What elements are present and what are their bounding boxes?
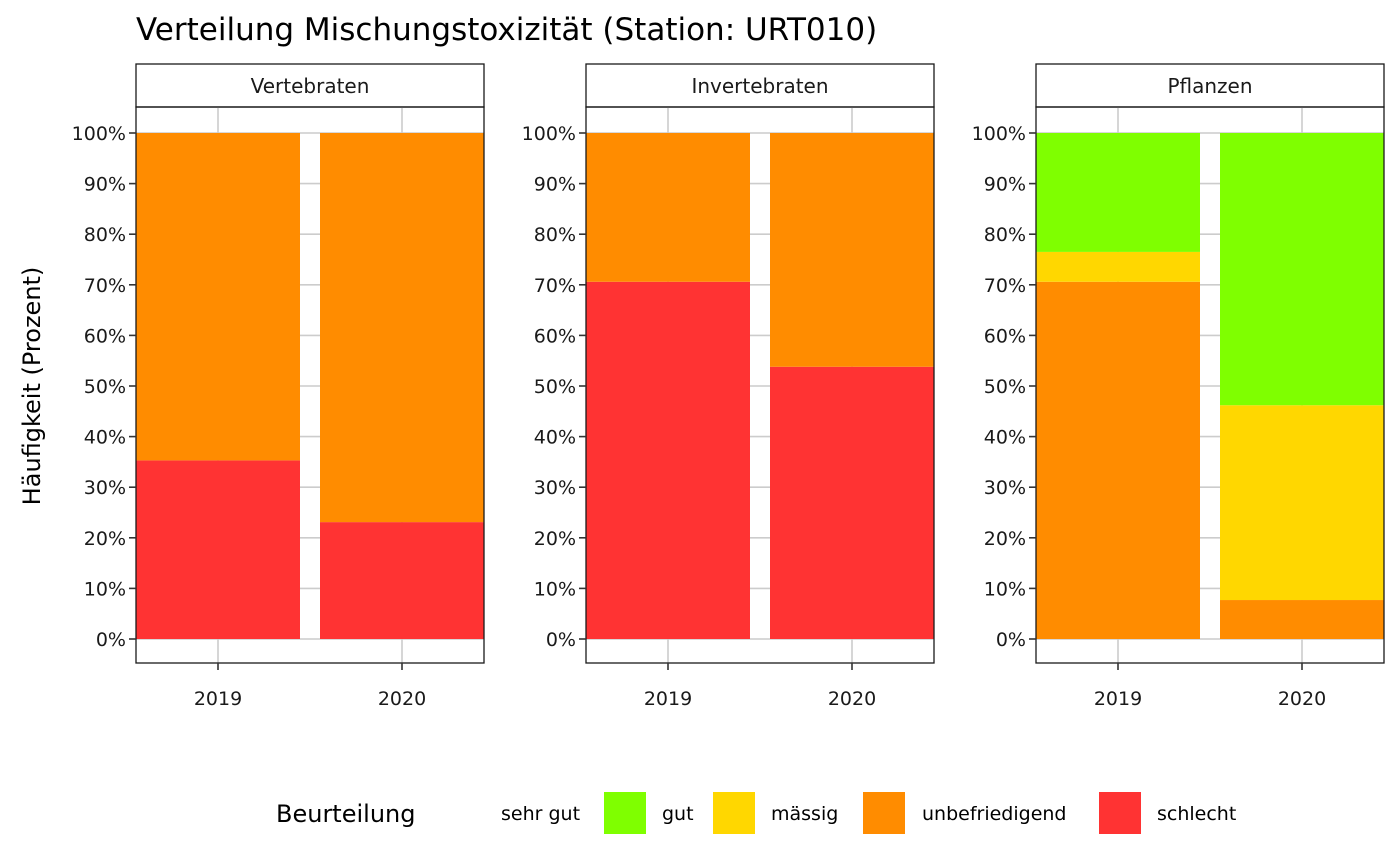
y-tick-label: 50% <box>84 376 126 398</box>
y-tick-label: 10% <box>984 578 1026 600</box>
y-tick-label: 50% <box>534 376 576 398</box>
y-tick-label: 80% <box>84 224 126 246</box>
facet-panels: Vertebraten 0% 10% 20% 30% 40% 50% 60% 70% 80% 90%… <box>72 63 1385 710</box>
x-tick-label: 2020 <box>378 688 426 710</box>
y-tick-label: 20% <box>534 528 576 550</box>
legend-key-gut <box>604 792 646 834</box>
bar-segment-gut-2019 <box>1036 133 1200 252</box>
legend-title: Beurteilung <box>276 800 415 828</box>
x-tick-label: 2019 <box>194 688 242 710</box>
legend-label: unbefriedigend <box>922 803 1067 825</box>
facet-strip-label: Invertebraten <box>691 74 828 98</box>
bar-segment-mässig-2020 <box>1220 405 1384 601</box>
legend: Beurteilung sehr gut gut mässig unbefriedig… <box>276 792 1236 834</box>
bar-segment-mässig-2019 <box>1036 251 1200 282</box>
bar-segment-schlecht-2019 <box>586 281 750 639</box>
y-tick-label: 10% <box>84 578 126 600</box>
bar-segment-schlecht-2020 <box>770 366 934 639</box>
legend-label: sehr gut <box>501 803 580 825</box>
bar-segment-unbefriedigend-2019 <box>1036 281 1200 639</box>
legend-key-schlecht <box>1099 792 1141 834</box>
y-tick-label: 60% <box>534 325 576 347</box>
facet-panel-pflanzen: Pflanzen 0% 10% 20% 30% 40% 50% 60% 70% 80% 90% 100… <box>972 63 1385 710</box>
facet-strip <box>585 63 935 108</box>
y-tick-label: 70% <box>84 275 126 297</box>
y-tick-label: 0% <box>996 629 1026 651</box>
x-tick-label: 2019 <box>644 688 692 710</box>
bar-segment-schlecht-2019 <box>136 460 300 639</box>
y-tick-label: 100% <box>72 123 126 145</box>
y-tick-label: 30% <box>984 477 1026 499</box>
bar-segment-unbefriedigend-2020 <box>770 133 934 367</box>
y-tick-label: 100% <box>972 123 1026 145</box>
x-tick-label: 2020 <box>1278 688 1326 710</box>
x-tick-label: 2020 <box>828 688 876 710</box>
y-tick-label: 20% <box>84 528 126 550</box>
y-tick-label: 50% <box>984 376 1026 398</box>
y-tick-label: 70% <box>534 275 576 297</box>
bar-segment-unbefriedigend-2020 <box>320 133 484 523</box>
y-tick-label: 90% <box>84 174 126 196</box>
y-tick-label: 40% <box>984 427 1026 449</box>
y-tick-label: 80% <box>984 224 1026 246</box>
bar-segment-unbefriedigend-2020 <box>1220 600 1384 639</box>
bar-segment-unbefriedigend-2019 <box>586 133 750 282</box>
legend-key-unbefriedigend <box>863 792 905 834</box>
facet-panel-vertebraten: Vertebraten 0% 10% 20% 30% 40% 50% 60% 70% 80% 90%… <box>72 63 485 710</box>
legend-key-mässig <box>713 792 755 834</box>
y-tick-label: 30% <box>534 477 576 499</box>
y-tick-label: 0% <box>96 629 126 651</box>
y-tick-label: 10% <box>534 578 576 600</box>
facet-strip <box>1035 63 1385 108</box>
y-tick-label: 30% <box>84 477 126 499</box>
y-axis-label: Häufigkeit (Prozent) <box>18 267 46 506</box>
y-tick-label: 100% <box>522 123 576 145</box>
y-tick-label: 80% <box>534 224 576 246</box>
panel-border <box>135 106 485 664</box>
y-tick-label: 60% <box>84 325 126 347</box>
y-tick-label: 90% <box>984 174 1026 196</box>
bar-segment-schlecht-2020 <box>320 522 484 639</box>
panel-border <box>585 106 935 664</box>
y-tick-label: 0% <box>546 629 576 651</box>
y-tick-label: 90% <box>534 174 576 196</box>
y-tick-label: 70% <box>984 275 1026 297</box>
y-tick-label: 60% <box>984 325 1026 347</box>
x-tick-label: 2019 <box>1094 688 1142 710</box>
panel-border <box>1035 106 1385 664</box>
legend-label: schlecht <box>1157 803 1236 825</box>
bar-segment-unbefriedigend-2019 <box>136 133 300 461</box>
facet-panel-invertebraten: Invertebraten 0% 10% 20% 30% 40% 50% 60% 70% 80% 9… <box>522 63 935 710</box>
legend-label: gut <box>662 803 694 825</box>
y-tick-label: 40% <box>534 427 576 449</box>
facet-strip <box>135 63 485 108</box>
chart-title: Verteilung Mischungstoxizität (Station: … <box>136 12 877 48</box>
facet-strip-label: Vertebraten <box>251 74 370 98</box>
y-tick-label: 20% <box>984 528 1026 550</box>
legend-label: mässig <box>771 803 838 825</box>
y-tick-label: 40% <box>84 427 126 449</box>
facet-strip-label: Pflanzen <box>1167 74 1252 98</box>
bar-segment-gut-2020 <box>1220 133 1384 406</box>
